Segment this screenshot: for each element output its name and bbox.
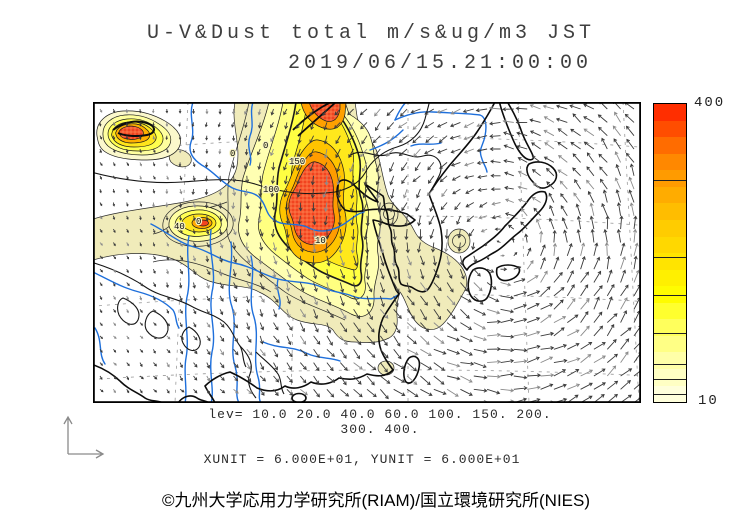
colorbar — [653, 103, 687, 403]
x-axis-arrow — [68, 449, 105, 459]
contour-label: 40 — [174, 222, 185, 232]
colorbar-segment — [654, 104, 686, 121]
axis-indicator — [63, 415, 105, 459]
colorbar-tick — [654, 394, 686, 396]
colorbar-segment — [654, 186, 686, 204]
colorbar-segment — [654, 302, 686, 320]
colorbar-segment — [654, 253, 686, 270]
colorbar-max-label: 400 — [694, 95, 726, 111]
contour-label: 0 — [196, 217, 201, 227]
contour-label-layer: 0 0 150 100 0 40 10 — [173, 140, 327, 248]
wind-arrows — [99, 104, 640, 402]
page-title: U-V&Dust total m/s&ug/m3 JST — [146, 22, 596, 45]
colorbar-segment — [654, 170, 686, 187]
colorbar-segment — [654, 269, 686, 287]
contour-label: 0 — [230, 149, 235, 159]
contour-label: 100 — [263, 185, 279, 195]
map-border — [92, 101, 642, 404]
colorbar-segment — [654, 286, 686, 303]
colorbar-tick — [654, 379, 686, 381]
contour-levels-line1: lev= 10.0 20.0 40.0 60.0 100. 150. 200. — [208, 407, 552, 422]
page-timestamp: 2019/06/15.21:00:00 — [287, 52, 593, 75]
y-axis-arrow — [63, 415, 73, 454]
colorbar-tick — [654, 333, 686, 335]
map-panel: 0 0 150 100 0 40 10 — [92, 101, 642, 404]
coastlines — [94, 103, 558, 402]
colorbar-segment — [654, 120, 686, 138]
dust-map: 0 0 150 100 0 40 10 — [92, 101, 642, 404]
colorbar-segment — [654, 203, 686, 220]
copyright-text: ©九州大学応用力学研究所(RIAM)/国立環境研究所(NIES) — [161, 491, 591, 510]
colorbar-min-label: 10 — [698, 393, 719, 409]
contour-label: 150 — [289, 157, 305, 167]
wind-layer — [99, 103, 640, 402]
colorbar-segment — [654, 352, 686, 369]
colorbar-segment — [654, 385, 686, 403]
colorbar-segment — [654, 219, 686, 237]
colorbar-tick — [654, 295, 686, 296]
colorbar-segment — [654, 369, 686, 386]
rivers — [94, 103, 488, 402]
contour-levels-line2: 300. 400. — [340, 422, 420, 437]
colorbar-tick — [654, 256, 686, 258]
colorbar-segment — [654, 335, 686, 353]
colorbar-tick — [654, 363, 686, 365]
colorbar-segment — [654, 137, 686, 154]
colorbar-tick — [654, 180, 686, 182]
colorbar-segment — [654, 236, 686, 254]
colorbar-segment — [654, 319, 686, 336]
units-line: XUNIT = 6.000E+01, YUNIT = 6.000E+01 — [203, 452, 521, 467]
wind-arrows — [99, 103, 640, 402]
northwest-dust-plume — [96, 110, 181, 161]
contour-label: 10 — [315, 236, 326, 246]
colorbar-segment — [654, 153, 686, 171]
contour-label: 0 — [263, 141, 268, 151]
